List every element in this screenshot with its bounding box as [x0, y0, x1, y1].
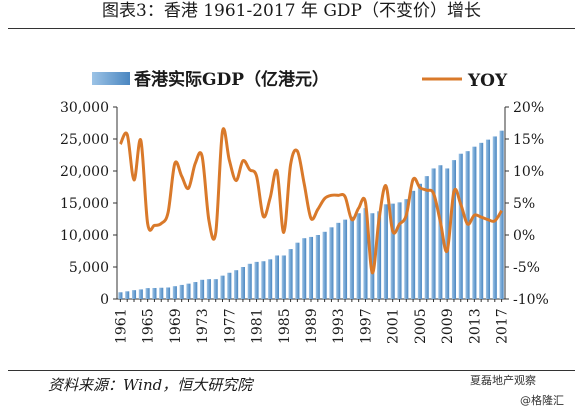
right-tick-label: 20%: [513, 100, 544, 116]
bottom-divider: [8, 370, 575, 371]
x-tick-label: 2009: [440, 308, 456, 344]
left-tick-label: 25,000: [60, 132, 109, 148]
right-tick-label: 10%: [513, 164, 544, 180]
gdp-bar: [458, 153, 463, 299]
bars-series: [118, 130, 504, 299]
x-tick-label: 2013: [467, 308, 483, 344]
axes-layer: 0 5,000 10,000 15,000 20,000 25,000 30,000 -10%…: [60, 100, 549, 344]
gdp-bar: [118, 292, 123, 299]
right-tick-label: -5%: [513, 260, 540, 276]
gdp-bar: [125, 291, 130, 299]
gdp-bar: [397, 202, 402, 299]
gdp-bar: [479, 142, 484, 299]
gdp-bar: [234, 270, 239, 299]
chart-title: 图表3：香港 1961-2017 年 GDP（不变价）增长: [102, 1, 481, 21]
left-tick-label: 15,000: [60, 196, 109, 212]
legend-line-label: YOY: [467, 71, 508, 91]
x-tick-label: 1961: [113, 308, 129, 344]
legend-bar-swatch: [92, 72, 130, 85]
x-tick-label: 1981: [250, 308, 266, 344]
gdp-bar: [200, 279, 205, 299]
gdp-bar: [281, 255, 286, 299]
gdp-bar: [411, 190, 416, 299]
legend-bar-label: 香港实际GDP（亿港元）: [134, 69, 329, 90]
gdp-bar: [179, 284, 184, 299]
x-tick-label: 1997: [358, 308, 374, 344]
gdp-bar: [329, 227, 334, 299]
gdp-bar: [315, 235, 320, 299]
right-tick-label: 15%: [513, 132, 544, 148]
gdp-bar: [322, 231, 327, 299]
watermark-account: 夏磊地产观察: [470, 374, 536, 387]
watermark-handle: @格隆汇: [520, 394, 564, 407]
gdp-bar: [302, 238, 307, 299]
gdp-bar: [186, 283, 191, 299]
x-tick-label: 2001: [386, 308, 402, 344]
x-tick-label: 1977: [222, 308, 238, 344]
left-tick-label: 30,000: [60, 100, 109, 116]
gdp-bar: [404, 199, 409, 299]
gdp-bar: [166, 287, 171, 299]
gdp-bar: [383, 204, 388, 299]
gdp-bar: [159, 287, 164, 299]
gdp-bar: [356, 213, 361, 299]
right-tick-label: 0%: [513, 228, 535, 244]
left-tick-label: 0: [100, 292, 109, 308]
gdp-bar: [152, 287, 157, 299]
gdp-bar: [370, 213, 375, 299]
x-tick-label: 2017: [495, 308, 511, 344]
gdp-bar: [138, 289, 143, 299]
gdp-bar: [172, 286, 177, 299]
x-tick-label: 1965: [141, 308, 157, 344]
gdp-bar: [213, 279, 218, 299]
gdp-bar: [390, 203, 395, 299]
top-divider: [8, 28, 575, 29]
legend: 香港实际GDP（亿港元） YOY: [92, 69, 508, 91]
gdp-bar: [240, 267, 245, 299]
gdp-bar: [363, 208, 368, 299]
x-tick-label: 1989: [304, 308, 320, 344]
gdp-bar: [274, 255, 280, 299]
gdp-bar: [247, 263, 252, 299]
x-tick-label: 1973: [195, 308, 211, 344]
gdp-bar: [424, 176, 429, 299]
x-tick-label: 1969: [168, 308, 184, 344]
x-tick-label: 1993: [331, 308, 347, 344]
gdp-bar: [295, 242, 300, 299]
right-tick-label: -10%: [513, 292, 549, 308]
gdp-bar: [431, 168, 436, 299]
gdp-bar: [336, 222, 341, 299]
gdp-bar: [377, 211, 382, 299]
left-tick-label: 20,000: [60, 164, 109, 180]
gdp-bar: [349, 216, 354, 299]
gdp-bar: [342, 219, 348, 299]
gdp-bar: [206, 279, 211, 299]
gdp-bar: [438, 165, 443, 299]
gdp-bar: [492, 136, 497, 299]
gdp-bar: [472, 146, 477, 299]
gdp-bar: [445, 168, 450, 299]
gdp-bar: [417, 183, 422, 299]
gdp-bar: [308, 236, 314, 299]
gdp-bar: [261, 261, 266, 299]
gdp-bar: [499, 130, 504, 299]
gdp-bar: [268, 259, 273, 299]
gdp-bar: [288, 249, 293, 299]
x-tick-label: 2005: [413, 308, 429, 344]
gdp-bar: [193, 282, 198, 299]
gdp-bar: [451, 160, 456, 299]
yoy-line: [119, 127, 503, 275]
gdp-bar: [227, 272, 232, 299]
gdp-bar: [131, 290, 137, 299]
gdp-bar: [254, 261, 259, 299]
yoy-line-series: [119, 127, 503, 275]
source-note: 资料来源：Wind，恒大研究院: [48, 376, 253, 394]
x-tick-label: 1985: [277, 308, 293, 344]
right-tick-label: 5%: [513, 196, 535, 212]
left-tick-label: 10,000: [60, 228, 109, 244]
gdp-bar: [220, 275, 225, 299]
gdp-bar: [145, 288, 150, 299]
left-tick-label: 5,000: [69, 260, 109, 276]
